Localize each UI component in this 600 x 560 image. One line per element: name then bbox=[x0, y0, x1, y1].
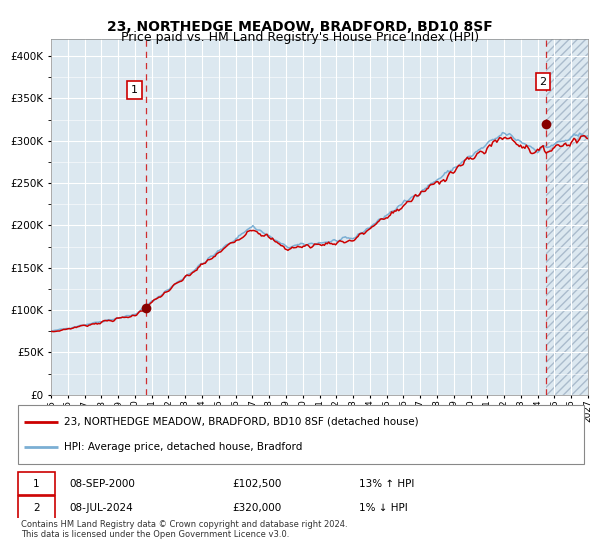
Text: £320,000: £320,000 bbox=[233, 503, 282, 512]
Text: 2: 2 bbox=[539, 77, 547, 87]
Text: 23, NORTHEDGE MEADOW, BRADFORD, BD10 8SF (detached house): 23, NORTHEDGE MEADOW, BRADFORD, BD10 8SF… bbox=[64, 417, 418, 427]
Text: 1: 1 bbox=[131, 85, 138, 95]
Text: 23, NORTHEDGE MEADOW, BRADFORD, BD10 8SF: 23, NORTHEDGE MEADOW, BRADFORD, BD10 8SF bbox=[107, 20, 493, 34]
Text: Contains HM Land Registry data © Crown copyright and database right 2024.
This d: Contains HM Land Registry data © Crown c… bbox=[21, 520, 347, 539]
Text: 1: 1 bbox=[33, 479, 40, 488]
Text: £102,500: £102,500 bbox=[233, 479, 282, 488]
Text: 2: 2 bbox=[33, 503, 40, 512]
Bar bbox=[18, 472, 55, 495]
Bar bbox=[547, 39, 588, 395]
Text: Price paid vs. HM Land Registry's House Price Index (HPI): Price paid vs. HM Land Registry's House … bbox=[121, 31, 479, 44]
Bar bbox=[18, 496, 55, 519]
Text: 08-SEP-2000: 08-SEP-2000 bbox=[70, 479, 136, 488]
Bar bbox=[18, 405, 584, 464]
Text: HPI: Average price, detached house, Bradford: HPI: Average price, detached house, Brad… bbox=[64, 442, 302, 452]
Text: 1% ↓ HPI: 1% ↓ HPI bbox=[359, 503, 407, 512]
Text: 13% ↑ HPI: 13% ↑ HPI bbox=[359, 479, 414, 488]
Text: 08-JUL-2024: 08-JUL-2024 bbox=[70, 503, 133, 512]
